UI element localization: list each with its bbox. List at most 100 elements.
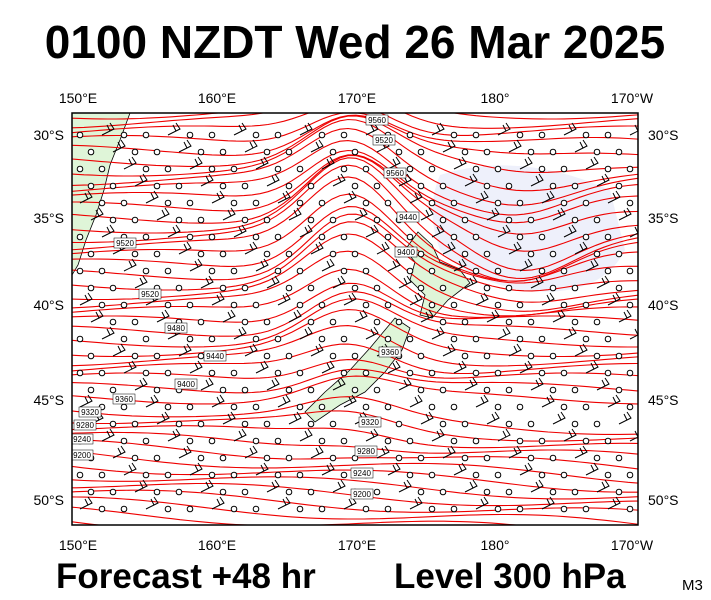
contour-label: 9240: [353, 469, 371, 478]
barb: [277, 292, 291, 306]
calm-station: [351, 352, 359, 360]
calm-station: [296, 165, 304, 173]
barb: [574, 445, 588, 459]
calm-station: [351, 284, 359, 292]
barb: [497, 122, 511, 136]
calm-station: [582, 131, 590, 139]
calm-station: [329, 420, 337, 428]
calm-station: [560, 165, 568, 173]
barb: [101, 224, 115, 238]
barb: [200, 275, 214, 289]
calm-station: [340, 165, 348, 173]
barb: [79, 394, 93, 408]
calm-station: [351, 148, 359, 156]
barb: [453, 258, 467, 272]
calm-station: [175, 420, 183, 428]
calm-station: [395, 318, 403, 326]
calm-station: [549, 182, 557, 190]
contour-label: 9320: [361, 418, 379, 427]
contour-labels: 9560 9520 9560 9440 9400 9520 9520 9480 9440 9400…: [72, 114, 420, 500]
calm-station: [373, 284, 381, 292]
barb: [277, 496, 291, 510]
calm-station: [516, 199, 524, 207]
calm-station: [417, 386, 425, 394]
calm-station: [109, 386, 117, 394]
calm-station: [615, 284, 623, 292]
calm-station: [296, 301, 304, 309]
calm-station: [318, 403, 326, 411]
calm-station: [615, 250, 623, 258]
calm-station: [582, 301, 590, 309]
calm-station: [307, 386, 315, 394]
calm-station: [615, 454, 623, 462]
contour-label: 9360: [115, 395, 133, 404]
barb: [321, 156, 335, 170]
calm-station: [571, 488, 579, 496]
calm-station: [593, 250, 601, 258]
barb: [552, 309, 566, 323]
calm-station: [131, 250, 139, 258]
contour-label-box: [365, 114, 389, 126]
calm-station: [450, 233, 458, 241]
calm-station: [164, 471, 172, 479]
calm-station: [527, 250, 535, 258]
barb: [266, 173, 280, 187]
lat-label-left: 40°S: [33, 297, 64, 313]
contour-label-box: [383, 167, 407, 179]
barb: [288, 411, 302, 425]
calm-station: [593, 318, 601, 326]
contour-line: [72, 506, 521, 525]
calm-station: [296, 505, 304, 513]
barb: [585, 258, 599, 272]
calm-station: [505, 216, 513, 224]
calm-station: [76, 471, 84, 479]
calm-station: [582, 335, 590, 343]
calm-station: [395, 454, 403, 462]
contour-line: [72, 118, 638, 192]
calm-station: [153, 488, 161, 496]
calm-station: [241, 216, 249, 224]
calm-station: [549, 488, 557, 496]
calm-station: [142, 233, 150, 241]
barb: [233, 122, 247, 136]
barb: [464, 479, 478, 493]
barb: [145, 190, 159, 204]
calm-station: [208, 165, 216, 173]
contour-label: 9520: [116, 239, 134, 248]
calm-station: [219, 284, 227, 292]
calm-station: [252, 437, 260, 445]
calm-station: [230, 369, 238, 377]
barb: [211, 394, 225, 408]
contour-label-box: [372, 134, 396, 146]
barb: [123, 156, 137, 170]
calm-station: [483, 352, 491, 360]
barb: [453, 156, 467, 170]
calm-station: [494, 471, 502, 479]
barb: [618, 309, 632, 323]
contour-label-box: [354, 445, 378, 457]
contour-line: [72, 164, 638, 279]
calm-station: [538, 335, 546, 343]
barb: [563, 122, 577, 136]
calm-station: [626, 267, 634, 275]
calm-station: [252, 131, 260, 139]
calm-station: [109, 318, 117, 326]
calm-station: [230, 165, 238, 173]
calm-station: [351, 182, 359, 190]
calm-station: [109, 216, 117, 224]
barb: [178, 241, 192, 255]
barb: [134, 377, 148, 391]
calm-station: [318, 131, 326, 139]
contour-line: [72, 155, 638, 252]
lon-label-bottom: 180°: [481, 537, 510, 553]
barb: [233, 326, 247, 340]
barb: [299, 122, 313, 136]
calm-station: [428, 199, 436, 207]
barb: [101, 428, 115, 442]
calm-station: [186, 335, 194, 343]
calm-station: [274, 131, 282, 139]
calm-station: [373, 182, 381, 190]
calm-station: [109, 284, 117, 292]
contour-label: 9480: [167, 324, 185, 333]
barb: [497, 326, 511, 340]
